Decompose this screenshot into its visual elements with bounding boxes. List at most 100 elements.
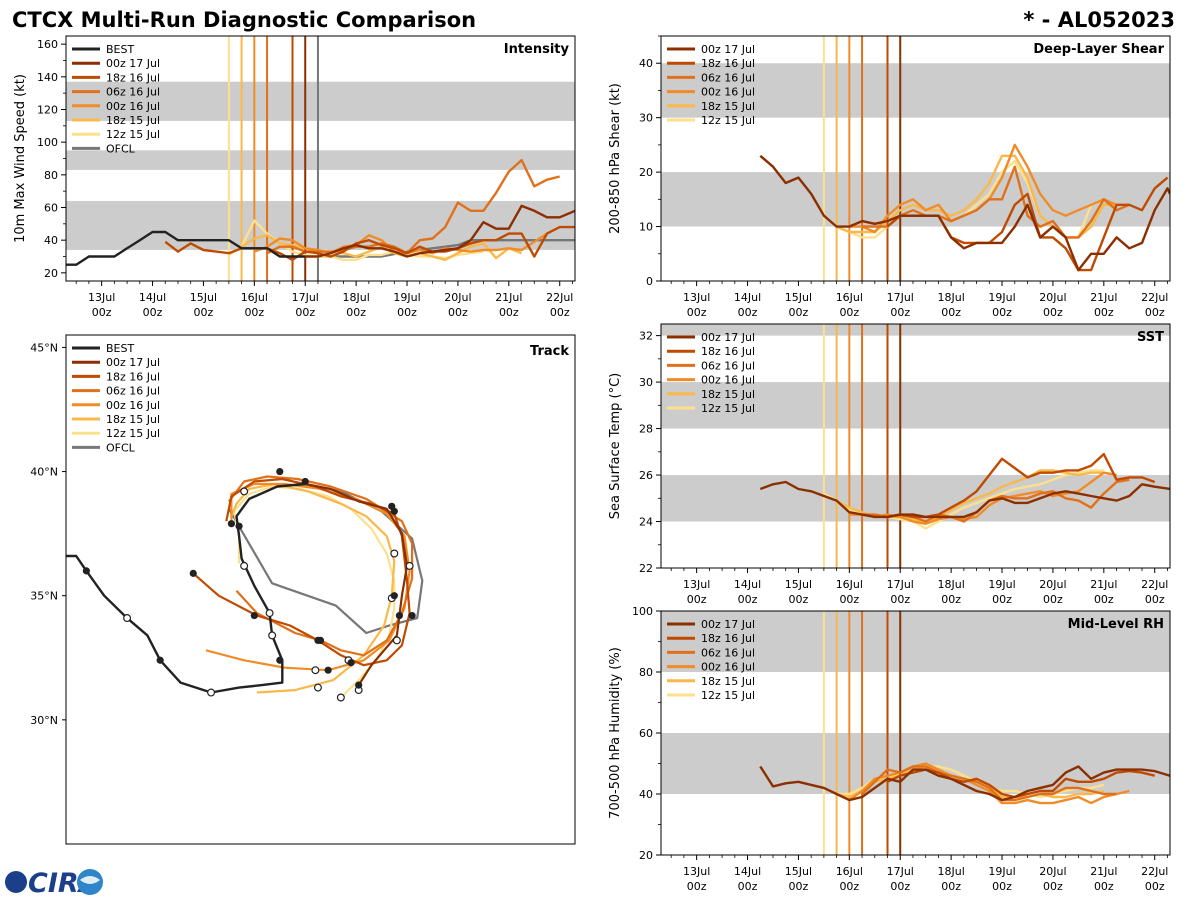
x-tick-label-hour: 00z	[346, 306, 366, 319]
legend-label-12z-15-jul: 12z 15 Jul	[106, 427, 160, 440]
threshold-band-1	[66, 150, 575, 170]
track-point-filled-00z-17-jul	[388, 502, 396, 510]
y-tick-label: 0	[646, 275, 653, 288]
track-point-filled-18z-16-jul	[189, 569, 197, 577]
x-tick-label-date: 18Jul	[937, 578, 964, 591]
legend-label-18z-16-jul: 18z 16 Jul	[701, 632, 755, 645]
x-tick-label-date: 15Jul	[785, 578, 812, 591]
lat-tick-label: 45°N	[30, 341, 58, 354]
x-tick-label-date: 16Jul	[836, 578, 863, 591]
plot-frame	[660, 610, 1171, 856]
y-tick-label: 100	[37, 136, 58, 149]
x-tick-label-hour: 00z	[738, 593, 758, 606]
x-tick-label-hour: 00z	[687, 306, 707, 319]
threshold-band-2	[661, 324, 1170, 336]
x-tick-label-date: 22Jul	[546, 291, 573, 304]
y-tick-label: 28	[639, 423, 653, 436]
x-tick-label-hour: 00z	[1043, 880, 1063, 893]
y-tick-label: 40	[639, 57, 653, 70]
y-tick-label: 40	[44, 234, 58, 247]
y-tick-label: 22	[639, 562, 653, 575]
track-point-filled-00z-17-jul	[390, 592, 398, 600]
series-group	[66, 158, 575, 266]
y-tick-label: 120	[37, 104, 58, 117]
track-line-00z-16-jul	[205, 482, 411, 672]
x-tick-label-date: 18Jul	[342, 291, 369, 304]
legend-label-best: BEST	[106, 342, 134, 355]
y-tick-label: 80	[639, 666, 653, 679]
x-tick-label-hour: 00z	[1094, 880, 1114, 893]
x-tick-label-date: 13Jul	[683, 865, 710, 878]
legend-label-00z-17-jul: 00z 17 Jul	[106, 57, 160, 70]
x-tick-label-date: 14Jul	[139, 291, 166, 304]
legend-label-18z-16-jul: 18z 16 Jul	[106, 71, 160, 84]
x-tick-label-hour: 00z	[839, 306, 859, 319]
x-tick-label-hour: 00z	[992, 593, 1012, 606]
cira-logo: CIRA	[5, 868, 103, 899]
track-point-open-best	[123, 614, 132, 623]
track-line-18z-16-jul	[192, 477, 411, 667]
legend-label-00z-17-jul: 00z 17 Jul	[701, 618, 755, 631]
legend-label-00z-17-jul: 00z 17 Jul	[701, 43, 755, 56]
legend-label-00z-16-jul: 00z 16 Jul	[701, 86, 755, 99]
x-tick-label-date: 19Jul	[393, 291, 420, 304]
series-line-18z-16-jul	[886, 768, 1155, 799]
x-tick-label-date: 17Jul	[887, 865, 914, 878]
series-group	[759, 452, 1170, 530]
x-tick-label-date: 22Jul	[1141, 865, 1168, 878]
track-point-filled-18z-16-jul	[227, 520, 236, 528]
threshold-band-0	[66, 200, 575, 250]
y-tick-label: 24	[639, 516, 653, 529]
track-point-filled-best	[156, 656, 164, 664]
shear-panel: 13Jul 00z 14Jul 00z 15Jul 00z 16Jul 00z 17Jul 00z…	[608, 35, 1171, 319]
x-tick-label-hour: 00z	[1043, 306, 1063, 319]
logo-swirl-icon	[80, 876, 100, 884]
legend-label-06z-16-jul: 06z 16 Jul	[701, 359, 755, 372]
legend-label-00z-16-jul: 00z 16 Jul	[106, 100, 160, 113]
track-point-open-00z-16-jul	[405, 561, 414, 570]
y-tick-label: 160	[37, 38, 58, 51]
legend-label-18z-16-jul: 18z 16 Jul	[106, 370, 160, 383]
threshold-band-0	[661, 475, 1170, 522]
threshold-band-0	[661, 733, 1170, 794]
x-tick-label-date: 20Jul	[1039, 865, 1066, 878]
legend-label-18z-15-jul: 18z 15 Jul	[701, 388, 755, 401]
x-tick-label-date: 17Jul	[292, 291, 319, 304]
legend-label-12z-15-jul: 12z 15 Jul	[701, 689, 755, 702]
x-tick-label-hour: 00z	[1145, 306, 1165, 319]
track-point-open-best	[207, 688, 216, 697]
x-tick-label-date: 15Jul	[785, 291, 812, 304]
x-tick-label-date: 16Jul	[836, 865, 863, 878]
panel-title: Mid-Level RH	[1068, 617, 1164, 632]
y-tick-label: 10	[639, 221, 653, 234]
plot-frame	[660, 35, 1171, 282]
x-tick-label-hour: 00z	[738, 306, 758, 319]
legend-label-06z-16-jul: 06z 16 Jul	[701, 646, 755, 659]
x-tick-label-date: 18Jul	[937, 865, 964, 878]
lat-tick-label: 40°N	[30, 466, 58, 479]
track-line-18z-15-jul	[230, 482, 396, 694]
legend-label-ofcl: OFCL	[106, 441, 136, 454]
track-point-filled-06z-16-jul	[347, 659, 355, 667]
x-tick-label-date: 20Jul	[444, 291, 471, 304]
x-tick-label-hour: 00z	[738, 880, 758, 893]
threshold-band-1	[661, 63, 1170, 118]
x-tick-label-hour: 00z	[1145, 593, 1165, 606]
panel-title: Track	[530, 344, 569, 359]
x-tick-label-date: 21Jul	[495, 291, 522, 304]
track-point-open-best	[240, 487, 249, 496]
sst-panel: 13Jul 00z 14Jul 00z 15Jul 00z 16Jul 00z 17Jul 00z…	[608, 323, 1171, 606]
legend-label-18z-16-jul: 18z 16 Jul	[701, 345, 755, 358]
y-tick-label: 80	[44, 169, 58, 182]
y-tick-label: 140	[37, 71, 58, 84]
x-tick-label-date: 14Jul	[734, 865, 761, 878]
panel-title: SST	[1137, 330, 1164, 345]
x-tick-label-hour: 00z	[789, 880, 809, 893]
y-tick-label: 20	[639, 166, 653, 179]
panel-title: Intensity	[504, 42, 570, 57]
y-tick-label: 30	[639, 112, 653, 125]
track-point-filled-06z-16-jul	[408, 611, 416, 620]
